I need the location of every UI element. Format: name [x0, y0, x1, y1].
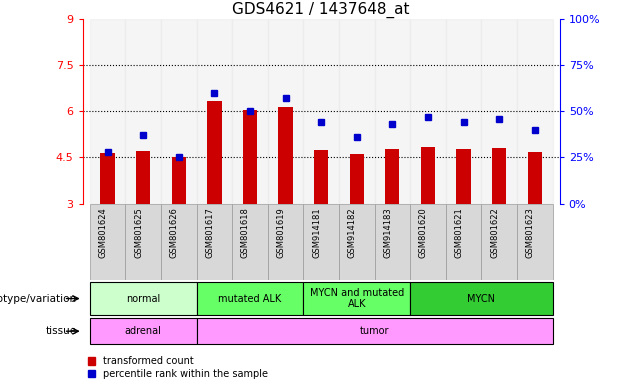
Bar [457, 149, 471, 204]
Text: GSM914181: GSM914181 [312, 207, 321, 258]
FancyBboxPatch shape [446, 204, 481, 280]
Text: GSM801617: GSM801617 [205, 207, 214, 258]
Text: GSM801621: GSM801621 [455, 207, 464, 258]
Legend: transformed count, percentile rank within the sample: transformed count, percentile rank withi… [88, 356, 268, 379]
Text: MYCN: MYCN [467, 293, 495, 304]
Bar [410, 19, 446, 204]
Bar [90, 19, 125, 204]
FancyBboxPatch shape [197, 204, 232, 280]
Bar [243, 110, 257, 204]
Bar [517, 19, 553, 204]
FancyBboxPatch shape [303, 282, 410, 315]
Bar [339, 19, 375, 204]
Bar [481, 19, 517, 204]
FancyBboxPatch shape [161, 204, 197, 280]
Bar [279, 107, 293, 204]
Text: GSM801622: GSM801622 [490, 207, 499, 258]
Text: GSM801618: GSM801618 [241, 207, 250, 258]
Bar [350, 154, 364, 204]
Text: GSM801623: GSM801623 [526, 207, 535, 258]
FancyBboxPatch shape [410, 282, 553, 315]
FancyBboxPatch shape [90, 318, 197, 344]
FancyBboxPatch shape [197, 282, 303, 315]
Bar [172, 157, 186, 204]
FancyBboxPatch shape [125, 204, 161, 280]
Bar [232, 19, 268, 204]
Bar [125, 19, 161, 204]
Bar [161, 19, 197, 204]
FancyBboxPatch shape [90, 204, 125, 280]
Text: GSM801626: GSM801626 [170, 207, 179, 258]
FancyBboxPatch shape [268, 204, 303, 280]
Text: GSM801619: GSM801619 [277, 207, 286, 258]
Bar [314, 150, 328, 204]
Text: GSM914182: GSM914182 [348, 207, 357, 258]
Text: tissue: tissue [45, 326, 76, 336]
FancyBboxPatch shape [410, 204, 446, 280]
FancyBboxPatch shape [339, 204, 375, 280]
Bar [207, 101, 221, 204]
Bar [385, 149, 399, 204]
Title: GDS4621 / 1437648_at: GDS4621 / 1437648_at [232, 2, 410, 18]
Text: adrenal: adrenal [125, 326, 162, 336]
Bar [528, 152, 542, 204]
FancyBboxPatch shape [517, 204, 553, 280]
Bar [446, 19, 481, 204]
FancyBboxPatch shape [232, 204, 268, 280]
Bar [303, 19, 339, 204]
Bar [492, 147, 506, 204]
Bar [375, 19, 410, 204]
Bar [268, 19, 303, 204]
Text: MYCN and mutated
ALK: MYCN and mutated ALK [310, 288, 404, 310]
FancyBboxPatch shape [90, 282, 197, 315]
Text: genotype/variation: genotype/variation [0, 293, 76, 304]
Bar [421, 147, 435, 204]
Text: GSM801620: GSM801620 [419, 207, 428, 258]
FancyBboxPatch shape [375, 204, 410, 280]
Bar [136, 151, 150, 204]
Text: mutated ALK: mutated ALK [218, 293, 282, 304]
FancyBboxPatch shape [481, 204, 517, 280]
Bar [100, 153, 114, 204]
Text: GSM914183: GSM914183 [384, 207, 392, 258]
FancyBboxPatch shape [197, 318, 553, 344]
Bar [197, 19, 232, 204]
Text: GSM801625: GSM801625 [134, 207, 143, 258]
Text: tumor: tumor [360, 326, 389, 336]
Text: GSM801624: GSM801624 [99, 207, 107, 258]
FancyBboxPatch shape [303, 204, 339, 280]
Text: normal: normal [126, 293, 160, 304]
